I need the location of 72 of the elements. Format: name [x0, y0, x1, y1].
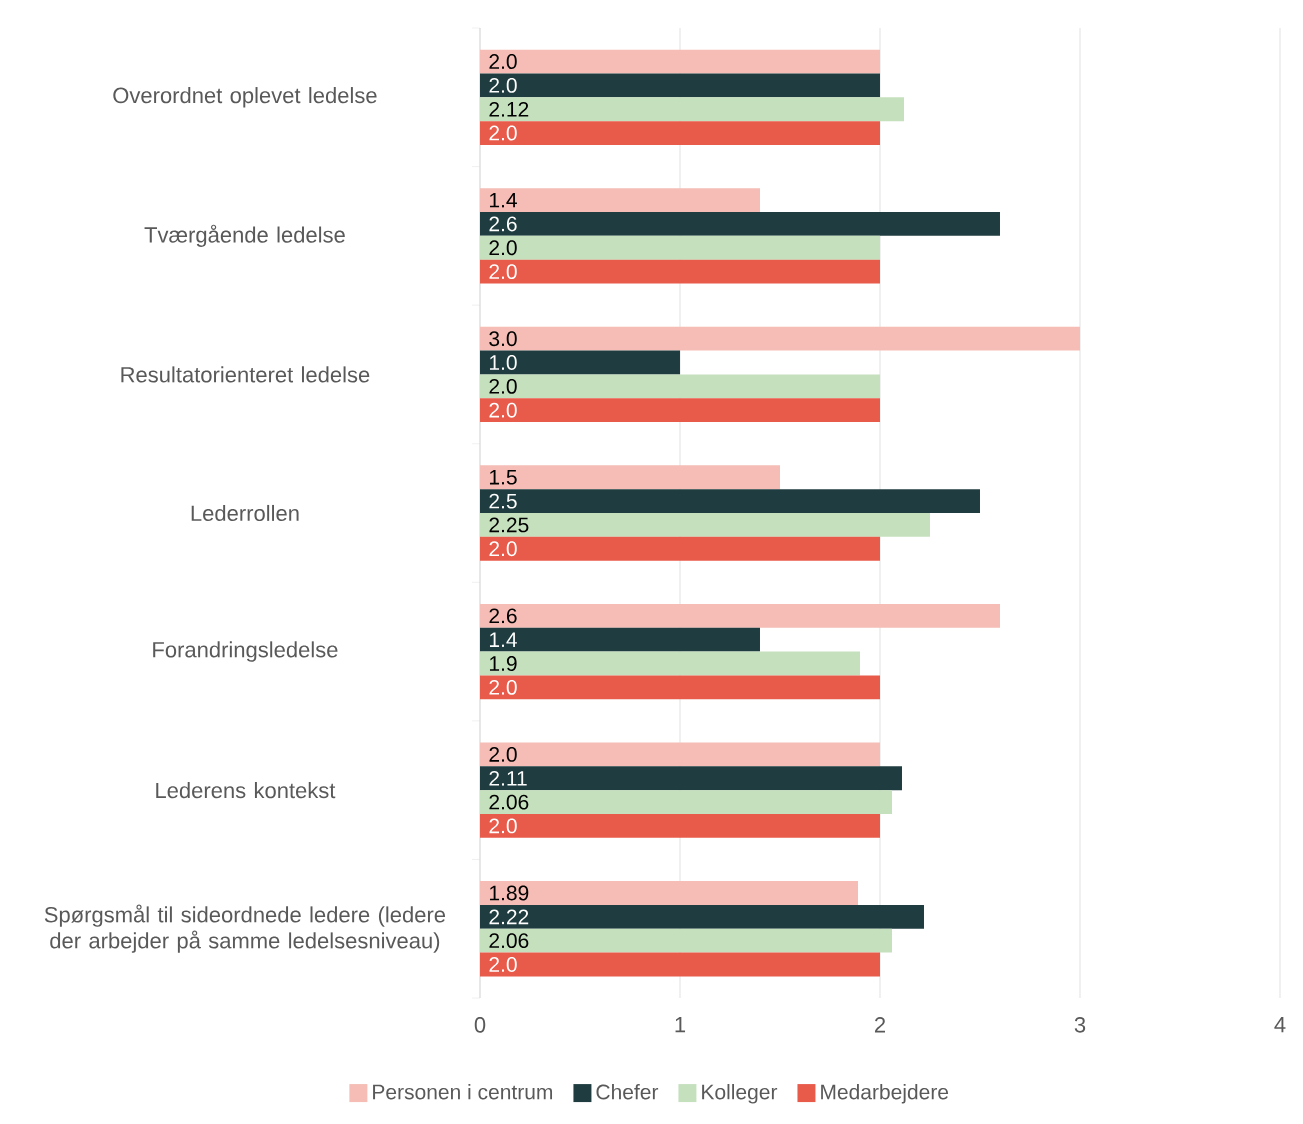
data-label: 3.0	[489, 331, 517, 347]
bar	[479, 904, 924, 929]
data-label: 2.0	[489, 541, 517, 557]
bar	[479, 928, 892, 953]
data-label: 2.0	[489, 240, 517, 256]
bar	[479, 350, 680, 375]
y-tick-label: Lederrollen	[191, 504, 299, 522]
bar	[479, 881, 858, 905]
data-label: 2.0	[489, 77, 517, 93]
bar	[479, 73, 880, 98]
y-tick-label: Tværgående ledelse	[144, 224, 345, 248]
bar	[479, 603, 1000, 628]
bar	[479, 465, 780, 490]
data-label: 2.0	[489, 746, 517, 762]
data-label: 1.4	[489, 192, 517, 208]
data-label: 2.0	[489, 378, 517, 394]
data-label: 2.6	[489, 608, 517, 624]
bar	[479, 188, 760, 213]
legend-label: Chefer	[596, 1083, 659, 1100]
bar	[479, 235, 880, 260]
data-label: 1.0	[489, 355, 517, 370]
data-label: 2.6	[489, 216, 517, 232]
y-tick-label: Resultatorienteret ledelse	[121, 366, 370, 383]
bar	[479, 790, 892, 814]
legend-label: Personen i centrum	[373, 1083, 553, 1100]
data-label: 2.0	[489, 957, 517, 972]
bar	[479, 374, 880, 399]
data-label: 1.4	[489, 632, 517, 647]
data-label: 2.0	[489, 818, 517, 834]
bar	[479, 627, 760, 652]
bar	[479, 513, 930, 537]
legend-label: Medarbejdere	[821, 1083, 949, 1104]
y-tick-label: Forandringsledelse	[153, 641, 338, 662]
data-label: 1.9	[489, 656, 517, 671]
y-tick-label: Spørgsmål til sideordnede ledere (ledere der arbejder på samme ledelsesniveau)	[44, 904, 446, 953]
data-label: 2.0	[489, 125, 517, 141]
data-label: 2.06	[489, 794, 529, 810]
bar	[479, 259, 880, 284]
data-label: 2.0	[489, 54, 517, 69]
bar	[479, 49, 880, 74]
legend-label: Kolleger	[702, 1083, 778, 1104]
x-tick-label: 3	[1074, 1017, 1086, 1033]
data-label: 2.25	[489, 517, 529, 533]
data-label: 2.22	[489, 909, 529, 925]
y-tick-label: Overordnet oplevet ledelse	[113, 87, 377, 108]
data-label: 1.89	[489, 885, 529, 901]
bar	[479, 212, 1000, 236]
bar	[479, 398, 880, 423]
bar	[479, 97, 904, 122]
data-label: 2.5	[489, 493, 517, 509]
bar	[479, 651, 860, 676]
y-tick-label: Lederens kontekst	[156, 782, 336, 799]
data-label: 1.5	[489, 469, 517, 485]
bar	[479, 813, 880, 838]
data-label: 2.0	[489, 679, 517, 695]
data-label: 2.12	[489, 101, 529, 117]
bar	[479, 489, 980, 514]
bar	[479, 536, 880, 561]
x-tick-label: 1	[675, 1017, 686, 1033]
bar	[479, 766, 902, 791]
bar	[479, 742, 880, 767]
data-label: 2.11	[489, 770, 527, 786]
data-label: 2.06	[489, 933, 529, 949]
x-tick-label: 4	[1274, 1017, 1286, 1033]
bar	[479, 326, 1080, 351]
bar	[479, 121, 880, 145]
data-label: 2.0	[489, 264, 517, 280]
bar	[479, 675, 880, 700]
x-tick-label: 2	[874, 1017, 885, 1033]
x-tick-label: 0	[474, 1017, 486, 1033]
bar	[479, 952, 880, 977]
data-label: 2.0	[489, 402, 517, 418]
